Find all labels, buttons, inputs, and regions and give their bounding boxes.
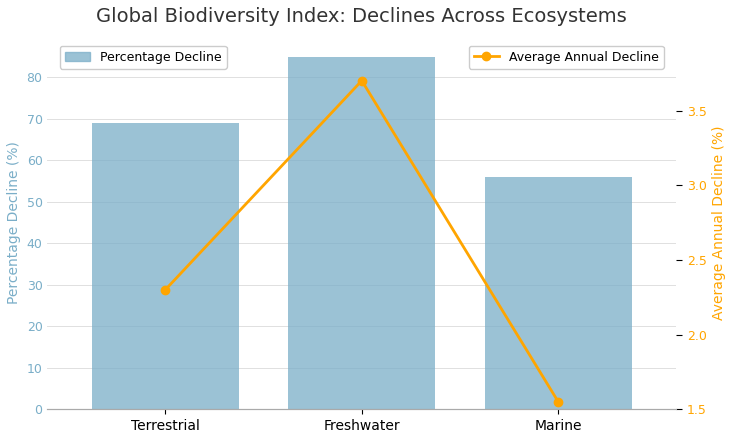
Legend: Average Annual Decline: Average Annual Decline (469, 46, 663, 69)
Y-axis label: Average Annual Decline (%): Average Annual Decline (%) (712, 125, 726, 320)
Average Annual Decline (161, 287, 169, 293)
Bar (485, 177, 632, 409)
Y-axis label: Percentage Decline (%): Percentage Decline (%) (7, 141, 21, 304)
Bar (92, 123, 239, 409)
Average Annual Decline (554, 399, 563, 404)
Bar (288, 57, 435, 409)
Line: Average Annual Decline: Average Annual Decline (161, 77, 562, 406)
Title: Global Biodiversity Index: Declines Across Ecosystems: Global Biodiversity Index: Declines Acro… (97, 7, 627, 26)
Average Annual Decline (358, 78, 366, 83)
